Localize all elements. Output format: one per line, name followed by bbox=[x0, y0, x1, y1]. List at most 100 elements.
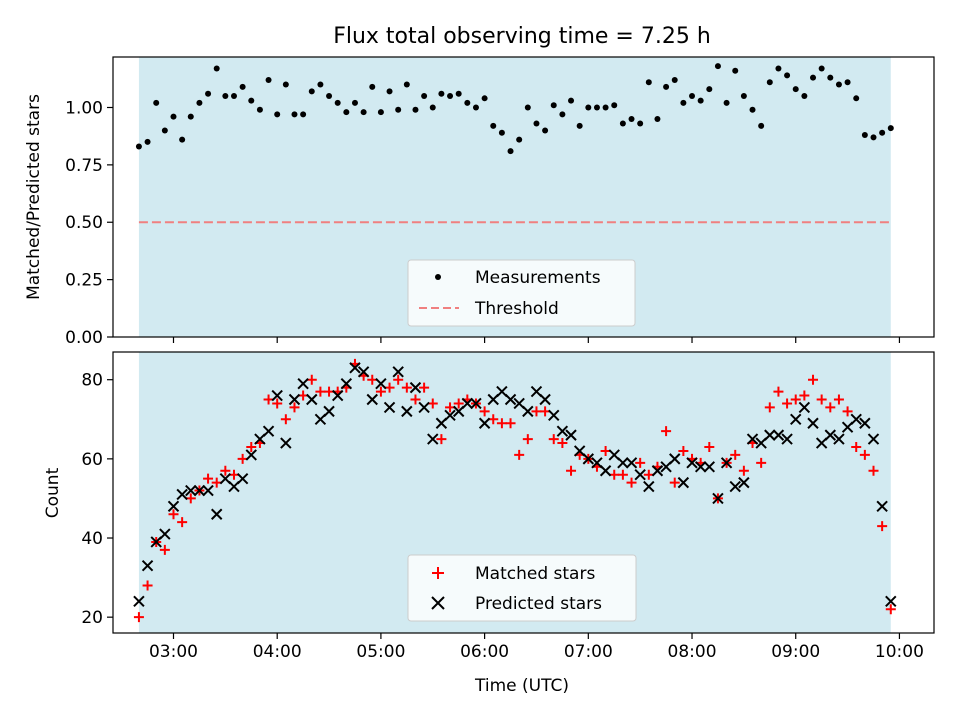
measurement-point bbox=[628, 115, 635, 122]
predicted-point bbox=[306, 393, 318, 406]
measurement-point bbox=[248, 97, 255, 104]
measurement-point bbox=[205, 90, 212, 97]
legend-predicted-label: Predicted stars bbox=[475, 594, 602, 614]
predicted-point bbox=[625, 457, 638, 469]
predicted-point bbox=[565, 429, 577, 441]
predicted-point bbox=[859, 417, 871, 429]
matched-point bbox=[159, 544, 170, 555]
measurement-point bbox=[887, 125, 894, 132]
measurement-point bbox=[879, 129, 886, 136]
ratio-plot-area: 0.00 0.25 0.50 0.75 1.00 bbox=[65, 56, 935, 348]
measurement-point bbox=[637, 120, 644, 127]
measurement-point bbox=[230, 93, 237, 100]
matched-point bbox=[410, 394, 421, 405]
measurement-point bbox=[671, 76, 678, 83]
matched-point bbox=[756, 457, 767, 468]
matched-point bbox=[479, 406, 490, 417]
count-axes-frame bbox=[112, 351, 935, 634]
legend-matched-label: Matched stars bbox=[475, 564, 595, 584]
matched-point bbox=[177, 517, 188, 528]
measurement-point bbox=[810, 74, 817, 81]
measurement-point bbox=[274, 111, 281, 118]
measurement-point bbox=[792, 86, 799, 93]
matched-point bbox=[272, 398, 283, 409]
matched-point bbox=[496, 418, 507, 429]
matched-point bbox=[289, 402, 300, 413]
predicted-point bbox=[548, 409, 560, 422]
predicted-point bbox=[409, 381, 422, 394]
predicted-point bbox=[427, 433, 439, 445]
predicted-point bbox=[686, 457, 698, 469]
predicted-point bbox=[418, 401, 430, 414]
measurement-point bbox=[542, 127, 549, 134]
predicted-point bbox=[746, 433, 759, 445]
predicted-point bbox=[133, 595, 145, 608]
ratio-y-axis-label: Matched/Predicted stars bbox=[24, 94, 44, 300]
predicted-point bbox=[850, 413, 862, 425]
predicted-point bbox=[349, 362, 361, 374]
predicted-point bbox=[772, 429, 785, 441]
matched-point bbox=[661, 426, 672, 437]
matched-point bbox=[375, 386, 386, 397]
matched-point bbox=[738, 465, 749, 476]
x-axis-label: Time (UTC) bbox=[474, 676, 569, 696]
measurement-point bbox=[386, 88, 393, 95]
measurement-point bbox=[697, 97, 704, 104]
matched-point bbox=[799, 390, 810, 401]
matched-point bbox=[626, 477, 637, 488]
predicted-point bbox=[401, 405, 413, 418]
measurement-point bbox=[412, 106, 419, 113]
predicted-point bbox=[807, 417, 819, 429]
measurement-point bbox=[775, 65, 782, 72]
predicted-point bbox=[790, 413, 802, 425]
measurement-point bbox=[732, 67, 739, 74]
predicted-point bbox=[694, 461, 707, 473]
predicted-point bbox=[556, 425, 569, 437]
predicted-point bbox=[444, 409, 456, 422]
y-tick-label: 0.25 bbox=[65, 271, 103, 291]
predicted-point bbox=[236, 472, 249, 485]
ratio-legend: Measurements Threshold bbox=[407, 259, 636, 327]
measurement-point bbox=[689, 93, 696, 100]
measurement-point bbox=[507, 148, 514, 155]
predicted-point bbox=[357, 366, 370, 378]
count-plot-area: 03:00 04:00 05:00 06:00 07:00 08:00 09:00 10:00… bbox=[81, 351, 935, 662]
chart-title: Flux total observing time = 7.25 h bbox=[333, 24, 711, 49]
measurement-point bbox=[326, 93, 333, 100]
count-series-matched-stars bbox=[133, 358, 896, 623]
matched-point bbox=[704, 441, 715, 452]
measurement-point bbox=[187, 113, 194, 120]
measurement-point bbox=[559, 111, 566, 118]
matched-point bbox=[453, 398, 464, 409]
measurement-point bbox=[170, 113, 177, 120]
measurement-point bbox=[619, 120, 626, 127]
measurement-point bbox=[516, 136, 523, 143]
x-tick-label: 08:00 bbox=[668, 642, 717, 662]
ratio-legend-box bbox=[407, 259, 636, 327]
predicted-point bbox=[634, 468, 646, 481]
measurement-point bbox=[550, 102, 557, 109]
y-tick-label: 60 bbox=[81, 450, 103, 470]
measurement-point bbox=[723, 99, 730, 106]
matched-point bbox=[678, 445, 689, 456]
matched-point bbox=[246, 441, 257, 452]
predicted-point bbox=[141, 560, 154, 572]
matched-point bbox=[220, 465, 231, 476]
matched-point bbox=[514, 449, 525, 460]
measurement-point bbox=[853, 95, 860, 102]
measurement-point bbox=[766, 79, 773, 86]
measurement-point bbox=[568, 97, 575, 104]
measurement-point bbox=[472, 104, 479, 111]
count-y-axis-label: Count bbox=[43, 467, 63, 518]
predicted-point bbox=[876, 500, 888, 513]
x-tick-label: 10:00 bbox=[875, 642, 924, 662]
y-tick-label: 80 bbox=[81, 371, 103, 391]
measurement-point bbox=[576, 122, 583, 129]
measurement-point bbox=[343, 109, 350, 116]
predicted-point bbox=[643, 480, 655, 493]
y-tick-label: 0.50 bbox=[65, 213, 103, 233]
measurement-point bbox=[135, 143, 142, 150]
predicted-point bbox=[599, 465, 612, 477]
measurement-point bbox=[144, 138, 151, 145]
